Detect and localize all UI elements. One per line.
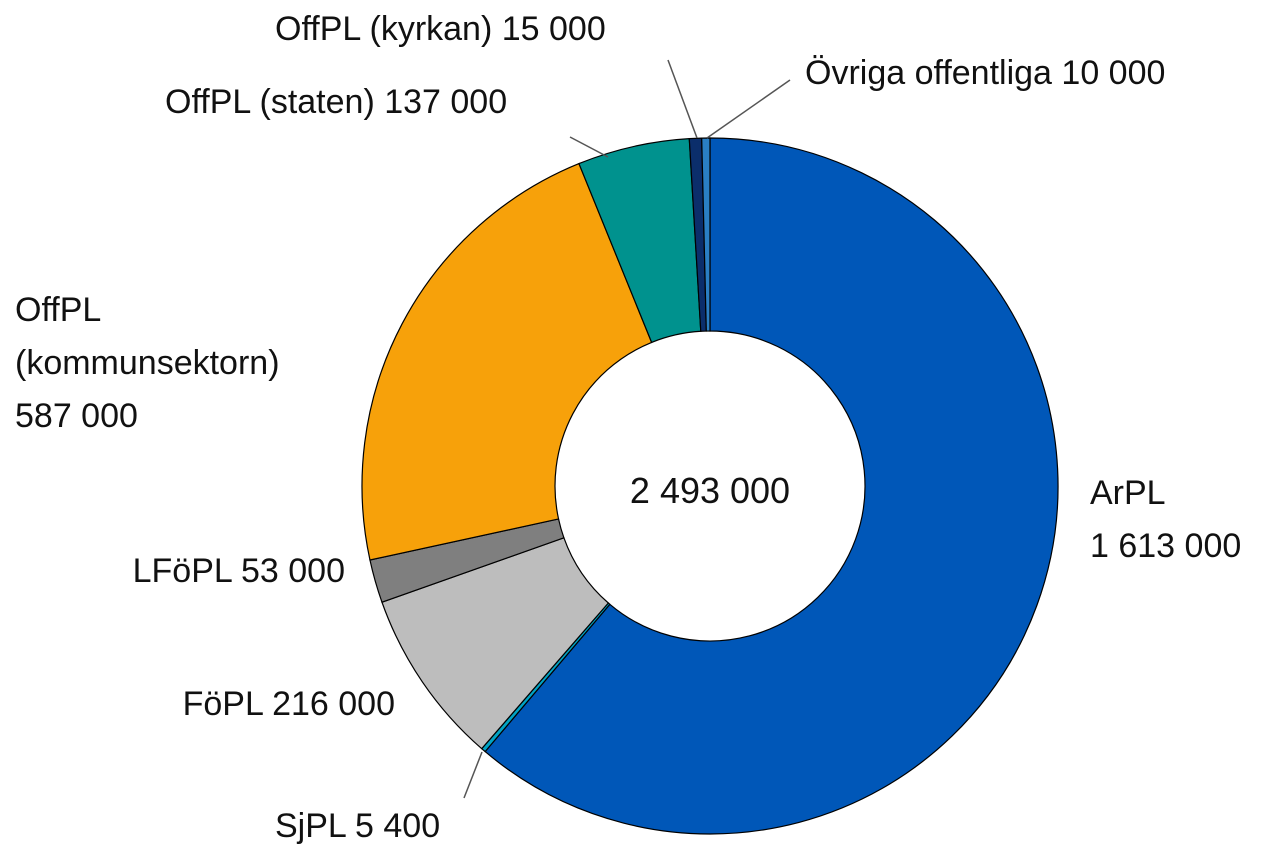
value-label: 53 000 bbox=[241, 552, 345, 590]
slice-label: OffPL (kommunsektorn) 587 000 bbox=[15, 284, 360, 443]
donut-slice bbox=[701, 137, 711, 332]
slice-label: Övriga offentliga 10 000 bbox=[805, 47, 1165, 100]
category-name: SjPL bbox=[275, 807, 346, 845]
slice-label: OffPL (kyrkan) 15 000 bbox=[275, 3, 606, 56]
donut-slice bbox=[361, 162, 653, 561]
value-label: 10 000 bbox=[1061, 54, 1166, 92]
slice-label: ArPL 1 613 000 bbox=[1090, 467, 1241, 573]
value-label: 5 400 bbox=[355, 807, 441, 845]
leader-line bbox=[569, 136, 609, 158]
value-label: 15 000 bbox=[501, 10, 606, 48]
value-label: 587 000 bbox=[15, 397, 138, 435]
category-name: LFöPL bbox=[132, 552, 232, 590]
category-name: FöPL bbox=[182, 685, 263, 723]
donut-slice bbox=[484, 137, 1059, 835]
leader-line bbox=[463, 751, 483, 799]
category-name: ArPL bbox=[1090, 474, 1166, 512]
slice-label: FöPL 216 000 bbox=[183, 678, 395, 731]
value-label: 1 613 000 bbox=[1090, 527, 1242, 565]
category-name: OffPL (kommunsektorn) bbox=[15, 291, 280, 382]
center-label: 2 493 000 bbox=[629, 470, 791, 511]
category-name: OffPL (kyrkan) bbox=[275, 10, 493, 48]
slice-label: LFöPL 53 000 bbox=[133, 545, 345, 598]
category-name: OffPL (staten) bbox=[165, 83, 375, 121]
leader-line bbox=[706, 79, 791, 139]
value-label: 137 000 bbox=[384, 83, 508, 121]
slice-label: OffPL (staten) 137 000 bbox=[165, 76, 507, 129]
leader-line bbox=[667, 59, 698, 139]
value-label: 216 000 bbox=[272, 685, 395, 723]
slice-label: SjPL 5 400 bbox=[275, 800, 440, 847]
category-name: Övriga offentliga bbox=[805, 54, 1052, 92]
